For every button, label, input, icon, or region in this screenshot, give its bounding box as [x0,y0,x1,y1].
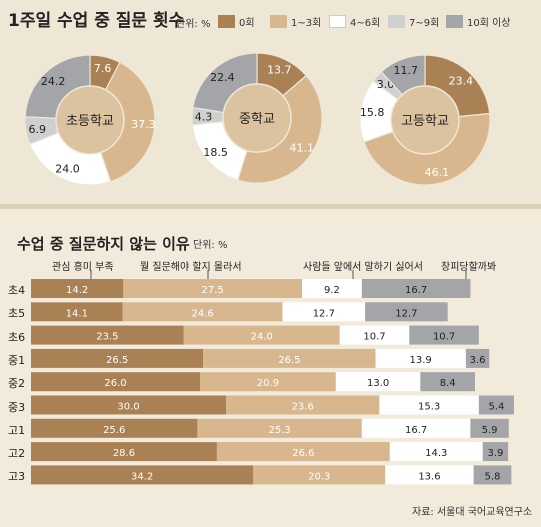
row-label: 고1 [8,423,26,437]
donut-1: 13.7 41.1 18.5 4.3 22.4 중학교 [191,52,323,184]
slice-value-label: 6.9 [28,123,46,136]
slice-value-label: 22.4 [210,71,235,84]
legend-label: 10회 이상 [467,18,511,29]
legend-label: 4~6회 [350,18,381,29]
donut-hole [222,83,292,153]
reason-header-public-speaking: 사람들 앞에서 말하기 싫어서 [303,262,423,273]
slice-value-label: 11.7 [394,64,419,77]
donut-0: 7.6 37.3 24.0 6.9 24.2 초등학교 [24,54,156,186]
legend-swatch [270,15,287,28]
reasons-title: 수업 중 질문하지 않는 이유 [17,235,190,253]
reason-header-embarrassed: 창피당할까봐 [441,262,497,273]
section-divider [0,204,541,209]
reason-header-dont-know: 뭘 질문해야 할지 몰라서 [140,262,242,273]
slice-value-label: 4.3 [195,110,213,123]
legend-item-2: 4~6회 [329,14,380,29]
row-label: 초5 [8,307,26,321]
slice-value-label: 18.5 [203,146,228,159]
row-label: 중3 [8,400,26,414]
frequency-unit: 단위: % [176,19,211,30]
slice-value-label: 15.8 [360,106,385,119]
slice-value-label: 24.0 [55,163,80,176]
donut-center-label: 초등학교 [66,114,114,129]
legend-item-4: 10회 이상 [446,14,511,29]
slice-value-label: 24.2 [41,75,66,88]
slice-value-label: 37.3 [131,118,156,131]
source-note: 자료: 서울대 국어교육연구소 [412,507,533,518]
legend-swatch [446,15,463,28]
legend-swatch [388,15,405,28]
donut-center-label: 고등학교 [401,114,449,129]
legend-item-0: 0회 [218,14,255,29]
row-label: 고2 [8,447,26,461]
donut-charts: 7.6 37.3 24.0 6.9 24.2 초등학교 13.7 41.1 18.5 4.3 22.… [24,52,491,186]
donut-hole [55,85,125,155]
legend-label: 7~9회 [409,18,440,29]
legend-label: 1~3회 [291,18,322,29]
slice-value-label: 7.6 [94,62,112,75]
row-label: 초4 [8,284,26,297]
row-label: 초6 [8,330,26,344]
slice-value-label: 13.7 [267,63,292,76]
legend-swatch [329,15,346,28]
row-label: 중2 [8,377,26,391]
reasons-section [0,209,541,527]
row-label: 중1 [8,353,26,367]
reasons-unit: 단위: % [193,240,228,251]
frequency-title: 1주일 수업 중 질문 횟수 [8,11,185,31]
slice-value-label: 46.1 [425,166,450,179]
donut-center-label: 중학교 [239,112,275,127]
legend-item-1: 1~3회 [270,14,321,29]
donut-hole [390,85,460,155]
slice-value-label: 41.1 [289,141,314,154]
slice-value-label: 23.4 [449,74,474,87]
legend-label: 0회 [239,18,255,29]
reason-header-interest: 관심 흥미 부족 [52,262,114,273]
row-label: 고3 [8,470,26,484]
legend-item-3: 7~9회 [388,14,439,29]
legend-swatch [218,15,235,28]
